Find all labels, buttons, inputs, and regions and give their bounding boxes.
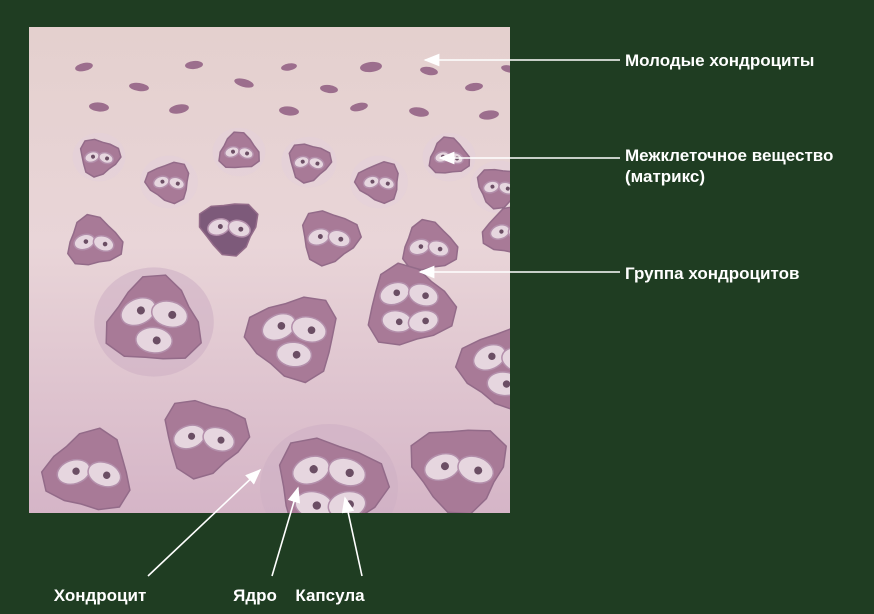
diagram-svg xyxy=(0,0,874,614)
label-matrix: Межклеточное вещество (матрикс) xyxy=(625,145,833,188)
label-chondrocyte: Хондроцит xyxy=(54,585,147,606)
label-young-chondrocytes: Молодые хондроциты xyxy=(625,50,814,71)
label-nucleus: Ядро xyxy=(233,585,277,606)
label-chondrocyte-group: Группа хондроцитов xyxy=(625,263,799,284)
label-capsule: Капсула xyxy=(295,585,364,606)
